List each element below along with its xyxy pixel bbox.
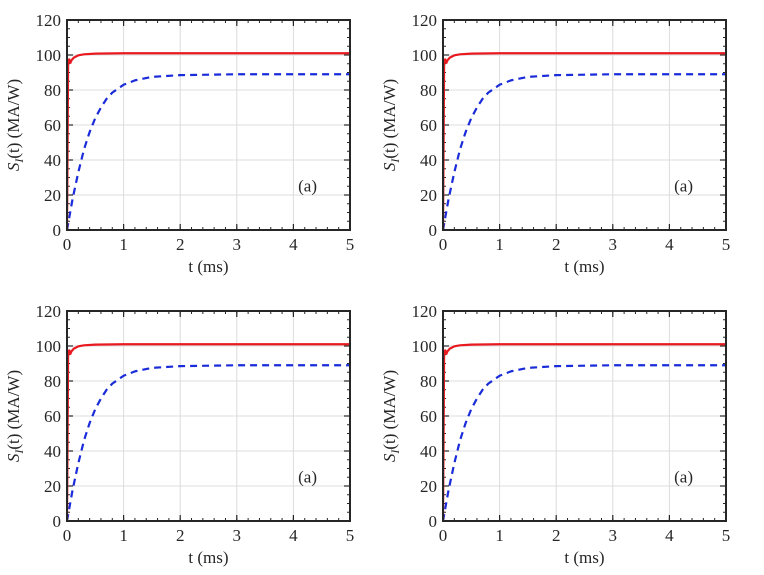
y-label-subscript: I (388, 158, 402, 164)
y-tick-label: 20 (44, 477, 61, 496)
x-tick-label: 2 (176, 235, 185, 254)
y-tick-label: 0 (429, 512, 438, 531)
y-label-rest: (t) (MA/W) (4, 79, 23, 159)
y-tick-label: 20 (44, 186, 61, 205)
series-line-solid (443, 52, 726, 230)
axes-frame (66, 310, 351, 522)
y-tick-label: 120 (412, 11, 438, 30)
y-tick-label: 60 (420, 407, 437, 426)
series-line-dashed (443, 73, 726, 230)
y-tick-label: 120 (36, 302, 62, 321)
y-tick-label: 60 (420, 116, 437, 135)
y-label-subscript: I (388, 449, 402, 455)
y-axis-label: SI(t) (MA/W) (4, 79, 26, 171)
panel-annotation: (a) (298, 468, 317, 487)
y-tick-label: 20 (420, 186, 437, 205)
x-tick-label: 3 (233, 526, 242, 545)
y-axis-label: SI(t) (MA/W) (380, 370, 402, 462)
x-tick-label: 0 (63, 235, 72, 254)
y-label-rest: (t) (MA/W) (380, 79, 399, 159)
y-label-symbol: S (4, 453, 23, 462)
y-label-symbol: S (4, 162, 23, 171)
y-label-subscript: I (12, 158, 26, 164)
panel-annotation: (a) (674, 177, 693, 196)
x-tick-label: 3 (609, 526, 618, 545)
x-tick-label: 3 (233, 235, 242, 254)
series-line-dashed (67, 73, 350, 230)
y-tick-label: 40 (420, 442, 437, 461)
y-axis-label: SI(t) (MA/W) (4, 370, 26, 462)
y-label-symbol: S (380, 453, 399, 462)
y-tick-label: 0 (429, 221, 438, 240)
x-tick-label: 0 (439, 235, 448, 254)
y-tick-label: 0 (53, 512, 62, 531)
x-tick-label: 4 (289, 526, 298, 545)
y-label-subscript: I (12, 449, 26, 455)
x-tick-label: 1 (495, 526, 504, 545)
series-line-solid (67, 343, 350, 521)
axes-frame (66, 19, 351, 231)
y-tick-label: 100 (36, 337, 62, 356)
x-tick-label: 5 (346, 526, 355, 545)
y-tick-label: 0 (53, 221, 62, 240)
y-tick-label: 60 (44, 407, 61, 426)
series-line-solid (67, 52, 350, 230)
y-label-rest: (t) (MA/W) (380, 370, 399, 450)
x-axis-label: t (ms) (188, 548, 228, 567)
y-label-rest: (t) (MA/W) (4, 370, 23, 450)
x-tick-label: 0 (63, 526, 72, 545)
x-axis-label: t (ms) (188, 257, 228, 276)
y-tick-label: 100 (412, 46, 438, 65)
series-line-solid (443, 343, 726, 521)
y-tick-label: 40 (44, 442, 61, 461)
x-tick-label: 4 (665, 526, 674, 545)
x-tick-label: 2 (552, 526, 561, 545)
y-tick-label: 100 (36, 46, 62, 65)
y-tick-label: 40 (44, 151, 61, 170)
x-tick-label: 1 (119, 526, 128, 545)
y-tick-label: 20 (420, 477, 437, 496)
x-tick-label: 5 (722, 235, 731, 254)
x-axis-label: t (ms) (564, 257, 604, 276)
y-tick-label: 80 (44, 372, 61, 391)
x-tick-label: 1 (119, 235, 128, 254)
y-tick-label: 100 (412, 337, 438, 356)
y-label-symbol: S (380, 162, 399, 171)
x-tick-label: 1 (495, 235, 504, 254)
series-line-dashed (443, 364, 726, 521)
x-tick-label: 4 (665, 235, 674, 254)
x-tick-label: 0 (439, 526, 448, 545)
axes-frame (442, 310, 727, 522)
x-tick-label: 4 (289, 235, 298, 254)
x-tick-label: 2 (176, 526, 185, 545)
x-tick-label: 2 (552, 235, 561, 254)
y-tick-label: 80 (420, 81, 437, 100)
y-tick-label: 120 (412, 302, 438, 321)
y-tick-label: 80 (420, 372, 437, 391)
y-tick-label: 120 (36, 11, 62, 30)
x-tick-label: 3 (609, 235, 618, 254)
y-tick-label: 80 (44, 81, 61, 100)
y-tick-label: 40 (420, 151, 437, 170)
x-tick-label: 5 (722, 526, 731, 545)
y-axis-label: SI(t) (MA/W) (380, 79, 402, 171)
x-axis-label: t (ms) (564, 548, 604, 567)
axes-frame (442, 19, 727, 231)
y-tick-label: 60 (44, 116, 61, 135)
panel-annotation: (a) (674, 468, 693, 487)
x-tick-label: 5 (346, 235, 355, 254)
panel-annotation: (a) (298, 177, 317, 196)
series-line-dashed (67, 364, 350, 521)
